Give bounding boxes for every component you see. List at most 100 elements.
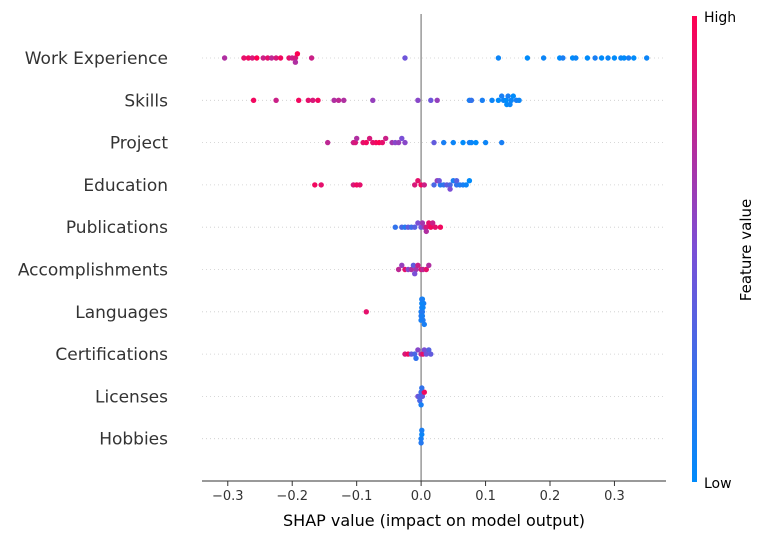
point-work-experience [524,55,531,61]
point-project [499,139,505,146]
feature-label-project: Project [110,134,168,154]
point-education [412,182,418,188]
point-hobbies [419,431,425,438]
point-hobbies [418,436,424,442]
point-accomplishments [426,262,432,268]
point-skills [370,97,376,104]
point-work-experience [241,55,247,61]
x-tick-label: 0.1 [475,489,496,504]
x-tick-label: 0.0 [411,489,432,504]
point-accomplishments [399,262,405,268]
x-axis-ticks: −0.3 −0.2 −0.1 0.0 0.1 0.2 0.3 [212,481,625,504]
point-skills [335,97,342,104]
point-languages [419,296,425,302]
point-certifications [413,355,419,361]
x-tick-label: 0.3 [604,489,625,504]
point-work-experience [625,55,632,61]
point-accomplishments [408,266,415,273]
point-certifications [428,351,434,357]
feature-label-skills: Skills [124,91,168,111]
x-tick-label: 0.2 [540,489,561,504]
point-work-experience [495,55,502,61]
point-accomplishments [415,262,421,268]
point-skills [331,97,337,104]
point-project [366,135,373,142]
point-skills [296,97,302,104]
feature-rows [202,57,666,440]
point-project [431,139,437,146]
point-project [468,139,475,146]
feature-labels: Work Experience Skills Project Education Pub… [18,49,168,450]
point-work-experience [254,55,260,61]
point-work-experience [621,55,627,61]
point-skills [503,97,509,104]
point-education [447,182,453,188]
feature-label-education: Education [83,176,168,196]
point-work-experience [245,55,252,61]
point-languages [419,300,425,307]
point-project [450,139,456,146]
point-hobbies [419,427,425,433]
point-skills [479,97,485,104]
point-project [399,135,405,142]
point-education [421,182,427,188]
point-languages [418,317,424,323]
point-accomplishments [395,266,402,273]
point-project [473,139,479,146]
feature-label-certifications: Certifications [55,345,168,365]
point-project [402,139,408,146]
point-skills [341,97,347,104]
point-education [436,178,442,184]
point-skills [489,97,495,104]
point-skills [415,97,421,104]
point-work-experience [584,55,591,61]
point-work-experience [598,55,605,61]
point-work-experience [260,55,266,61]
point-education [312,182,318,188]
point-project [379,139,386,146]
x-tick-label: −0.3 [212,489,244,504]
point-skills [310,97,316,104]
point-project [363,139,369,146]
point-skills [507,101,513,108]
point-work-experience [644,55,650,61]
point-publications [423,228,429,235]
point-education [447,186,453,192]
point-education [453,178,460,184]
point-licenses [418,402,424,408]
x-tick-label: −0.2 [276,489,308,504]
point-project [460,139,466,146]
point-skills [495,97,502,104]
point-publications [426,220,432,226]
point-education [466,178,473,184]
point-languages [421,321,427,328]
feature-label-accomplishments: Accomplishments [18,261,168,281]
colorbar-title: Feature value [737,199,755,301]
feature-label-licenses: Licenses [95,387,168,407]
point-skills [428,97,434,104]
point-skills [508,97,514,104]
point-work-experience [611,55,618,61]
point-licenses [419,385,425,391]
point-publications [415,220,421,226]
point-work-experience [308,55,315,61]
points-layer [221,51,650,446]
colorbar-high-label: High [704,10,736,26]
point-certifications [426,347,432,353]
point-project [325,139,331,146]
point-skills [510,93,516,99]
point-work-experience [402,55,408,61]
point-work-experience [294,51,301,57]
colorbar-gradient [692,16,697,482]
point-skills [499,93,505,99]
point-accomplishments [412,271,418,277]
point-certifications [415,347,421,353]
point-publications [428,224,434,230]
colorbar: High Low Feature value [692,10,755,492]
point-project [482,139,489,146]
point-skills [305,97,311,104]
point-skills [315,97,321,104]
point-work-experience [605,55,611,61]
feature-label-hobbies: Hobbies [99,430,168,450]
